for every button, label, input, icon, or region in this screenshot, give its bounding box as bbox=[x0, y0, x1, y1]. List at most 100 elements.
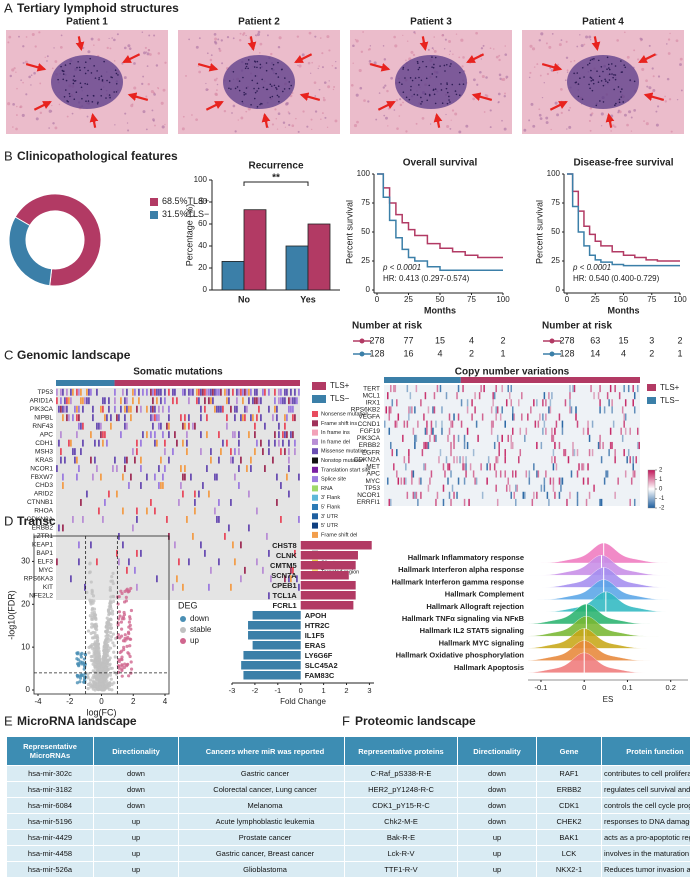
cnv-cell bbox=[587, 477, 589, 485]
mutation-cell bbox=[218, 558, 220, 566]
tissue-texture bbox=[472, 78, 476, 82]
cell-texture bbox=[61, 69, 64, 72]
panel-letter: A bbox=[4, 0, 13, 15]
mutation-cell bbox=[250, 388, 252, 396]
cnv-cell bbox=[496, 498, 499, 506]
tissue-texture bbox=[15, 114, 18, 116]
mutation-cell bbox=[122, 473, 124, 481]
cell-texture bbox=[270, 85, 273, 87]
legend-swatch bbox=[150, 211, 158, 219]
scatter-texture bbox=[96, 676, 101, 680]
cnv-cell bbox=[510, 385, 512, 393]
mutation-cell bbox=[160, 397, 162, 405]
gene-label: CDKN2A bbox=[27, 516, 54, 523]
mutation-cell bbox=[250, 456, 252, 464]
x-tick-label: No bbox=[238, 294, 250, 304]
cnv-cell bbox=[447, 434, 449, 442]
mutation-cell bbox=[104, 414, 106, 422]
cnv-cell bbox=[396, 399, 398, 407]
tissue-texture bbox=[60, 34, 63, 37]
legend-label: stable bbox=[190, 625, 212, 634]
scatter-texture bbox=[126, 590, 130, 594]
mutation-cell bbox=[156, 414, 158, 422]
cnv-cell bbox=[402, 434, 404, 442]
tissue-texture bbox=[58, 103, 61, 106]
cnv-cell bbox=[599, 385, 601, 393]
cnv-cell bbox=[466, 427, 469, 435]
mutation-cell bbox=[166, 516, 168, 523]
cell-texture bbox=[431, 73, 434, 75]
cell-texture bbox=[590, 80, 593, 82]
cell-texture bbox=[624, 66, 627, 69]
mutation-cell bbox=[248, 397, 250, 405]
legend-title: DEG bbox=[178, 600, 198, 610]
cnv-cell bbox=[620, 427, 622, 435]
gene-label: LZTR1 bbox=[33, 533, 53, 540]
tissue-texture bbox=[31, 33, 35, 37]
mutation-cell bbox=[232, 388, 234, 396]
image-label: Patient 2 bbox=[238, 17, 280, 28]
table-row: hsa-mir-302c down Gastric cancer bbox=[6, 765, 352, 782]
scatter-texture bbox=[88, 570, 92, 574]
tissue-texture bbox=[127, 129, 130, 132]
tissue-texture bbox=[378, 92, 381, 94]
gene-label: TP53 bbox=[364, 485, 380, 492]
cnv-cell bbox=[427, 484, 430, 492]
cnv-cell bbox=[623, 413, 625, 421]
cnv-cell bbox=[542, 427, 544, 435]
cnv-cell bbox=[549, 477, 552, 485]
cell-texture bbox=[591, 79, 594, 81]
cnv-cell bbox=[588, 491, 591, 499]
mutation-cell bbox=[60, 405, 62, 413]
mutation-cell bbox=[184, 414, 186, 422]
cnv-cell bbox=[441, 427, 443, 435]
header-cell: Cancers where miR was reported bbox=[178, 736, 352, 766]
mutation-cell bbox=[254, 388, 256, 396]
cnv-cell bbox=[453, 441, 455, 450]
mutation-cell bbox=[76, 388, 78, 396]
tissue-texture bbox=[97, 38, 101, 41]
cell-texture bbox=[600, 65, 603, 68]
cell-texture bbox=[428, 84, 431, 87]
scatter-texture bbox=[93, 680, 97, 685]
cnv-cell bbox=[430, 427, 433, 435]
cell-texture bbox=[65, 79, 68, 82]
cell-texture bbox=[610, 63, 613, 65]
arrow bbox=[122, 53, 141, 64]
cell-texture bbox=[80, 86, 83, 89]
group-bar bbox=[56, 380, 115, 386]
tissue-texture bbox=[352, 44, 355, 48]
bar bbox=[248, 631, 301, 640]
cell-texture bbox=[577, 95, 580, 98]
cnv-cell bbox=[460, 420, 463, 428]
tissue-texture bbox=[363, 99, 366, 102]
mutation-cell bbox=[116, 490, 118, 498]
mutation-cell bbox=[208, 490, 210, 498]
table-cell: hsa-mir-4458 bbox=[6, 845, 94, 862]
table-cell: ERBB2 bbox=[536, 781, 602, 798]
scatter-texture bbox=[94, 650, 98, 655]
tissue-texture bbox=[480, 58, 482, 60]
tissue-texture bbox=[355, 93, 359, 97]
tissue-texture bbox=[271, 123, 275, 126]
mutation-cell bbox=[230, 456, 232, 464]
mutation-cell bbox=[158, 405, 160, 413]
mutation-cell bbox=[74, 405, 76, 413]
mutation-cell bbox=[82, 422, 84, 430]
cell-texture bbox=[592, 82, 595, 85]
risk-number: 2 bbox=[649, 348, 654, 358]
table-row: C-Raf_pS338-R-E down RAF1 contributes to ce… bbox=[344, 765, 690, 782]
tissue-texture bbox=[566, 69, 569, 72]
cnv-cell bbox=[536, 470, 538, 478]
tissue-texture bbox=[321, 52, 324, 55]
y-tick-label: 100 bbox=[194, 175, 208, 184]
scatter-texture bbox=[127, 631, 131, 636]
tissue-texture bbox=[383, 58, 387, 61]
table-cell: Lck-R-V bbox=[344, 845, 458, 862]
cell-texture bbox=[448, 95, 450, 98]
cnv-cell bbox=[623, 420, 625, 428]
cnv-cell bbox=[537, 470, 540, 478]
tissue-texture bbox=[623, 31, 626, 34]
cnv-cell bbox=[388, 413, 391, 421]
cnv-cell bbox=[512, 413, 514, 421]
